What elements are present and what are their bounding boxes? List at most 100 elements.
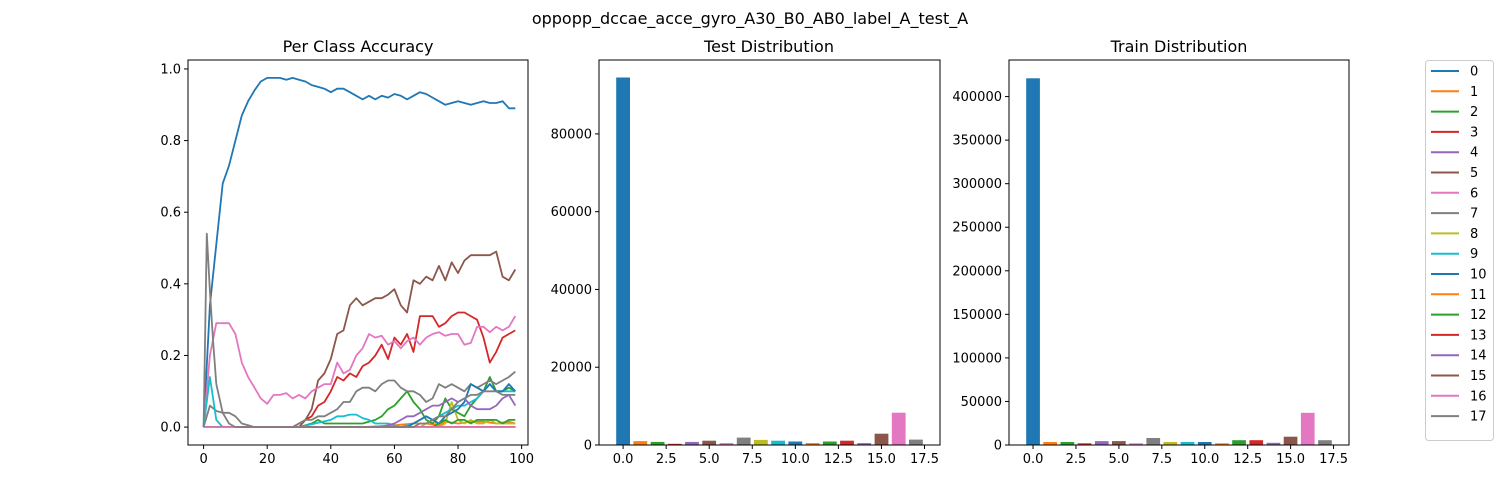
panel-test-distribution: Test Distribution 0.0 2.5 5.0 7.5 10.0 12.5 15… bbox=[551, 37, 941, 467]
bar-8 bbox=[1163, 442, 1178, 445]
y-tick-label: 0.0 bbox=[160, 421, 181, 436]
panel-title-accuracy: Per Class Accuracy bbox=[283, 37, 434, 56]
legend-label-10: 10 bbox=[1470, 268, 1487, 283]
bar-11 bbox=[1215, 443, 1229, 445]
bar-17 bbox=[909, 439, 923, 445]
y-tick-label: 1.0 bbox=[160, 62, 181, 77]
y-tick-label: 20000 bbox=[551, 361, 592, 376]
panel-title-train: Train Distribution bbox=[1110, 37, 1248, 56]
x-tick-label: 12.5 bbox=[1233, 452, 1262, 467]
legend-label-17: 17 bbox=[1470, 410, 1487, 425]
x-tick-label: 10.0 bbox=[1190, 452, 1219, 467]
series-line-0 bbox=[202, 77, 516, 428]
y-tick-label: 0 bbox=[994, 439, 1002, 454]
bar-4 bbox=[685, 441, 699, 445]
x-tick-label: 10.0 bbox=[781, 452, 810, 467]
bar-9 bbox=[1180, 442, 1195, 445]
y-tick-label: 0.6 bbox=[160, 206, 181, 221]
legend-label-11: 11 bbox=[1470, 288, 1487, 303]
bar-7 bbox=[1146, 438, 1161, 445]
bar-5 bbox=[702, 440, 717, 445]
x-tick-label: 80 bbox=[450, 452, 467, 467]
bar-10 bbox=[1197, 442, 1212, 445]
legend-label-0: 0 bbox=[1470, 65, 1478, 80]
legend-label-9: 9 bbox=[1470, 247, 1478, 262]
x-tick-label: 17.5 bbox=[910, 452, 939, 467]
test-ticks: 0.0 2.5 5.0 7.5 10.0 12.5 15.0 17.5 0 20000 40000 6… bbox=[551, 127, 939, 467]
bar-2 bbox=[650, 441, 665, 445]
bar-16 bbox=[1300, 412, 1315, 445]
bar-7 bbox=[736, 437, 751, 445]
x-tick-label: 0.0 bbox=[1023, 452, 1044, 467]
y-tick-label: 350000 bbox=[952, 134, 1002, 149]
legend-label-6: 6 bbox=[1470, 186, 1478, 201]
bar-16 bbox=[891, 412, 906, 445]
y-tick-label: 200000 bbox=[952, 264, 1002, 279]
bar-12 bbox=[1232, 440, 1246, 445]
bar-14 bbox=[857, 443, 872, 445]
x-tick-label: 7.5 bbox=[742, 452, 763, 467]
legend-label-2: 2 bbox=[1470, 105, 1478, 120]
x-tick-label: 0.0 bbox=[613, 452, 634, 467]
bar-11 bbox=[805, 443, 820, 445]
figure-title: oppopp_dccae_acce_gyro_A30_B0_AB0_label_… bbox=[532, 9, 968, 29]
x-tick-label: 7.5 bbox=[1151, 452, 1172, 467]
x-tick-label: 5.0 bbox=[1109, 452, 1130, 467]
panel-train-distribution: Train Distribution 0.0 2.5 5.0 7.5 10.0 12.5 1… bbox=[952, 37, 1350, 467]
legend-frame bbox=[1425, 60, 1494, 441]
bar-2 bbox=[1060, 442, 1075, 445]
panel-per-class-accuracy: Per Class Accuracy 0 20 40 60 80 100 0.0 0.2 0.4… bbox=[160, 37, 534, 467]
bar-17 bbox=[1318, 440, 1332, 445]
bar-14 bbox=[1266, 442, 1281, 445]
legend-label-14: 14 bbox=[1470, 349, 1487, 364]
train-ticks: 0.0 2.5 5.0 7.5 10.0 12.5 15.0 17.5 0 50000 100000… bbox=[952, 90, 1348, 467]
legend-label-13: 13 bbox=[1470, 328, 1487, 343]
legend-label-8: 8 bbox=[1470, 227, 1478, 242]
y-tick-label: 50000 bbox=[961, 395, 1002, 410]
bar-1 bbox=[1043, 442, 1057, 445]
x-tick-label: 17.5 bbox=[1319, 452, 1348, 467]
y-tick-label: 150000 bbox=[952, 308, 1002, 323]
bar-6 bbox=[1129, 443, 1143, 445]
y-tick-label: 400000 bbox=[952, 90, 1002, 105]
panel-title-test: Test Distribution bbox=[703, 37, 834, 56]
legend-label-5: 5 bbox=[1470, 166, 1478, 181]
bar-15 bbox=[1283, 436, 1298, 445]
bar-5 bbox=[1112, 441, 1126, 445]
y-tick-label: 250000 bbox=[952, 221, 1002, 236]
legend-label-4: 4 bbox=[1470, 146, 1478, 161]
series-line-17 bbox=[202, 232, 516, 429]
accuracy-axes-frame bbox=[187, 59, 529, 446]
bar-3 bbox=[667, 443, 682, 445]
legend-label-7: 7 bbox=[1470, 207, 1478, 222]
y-tick-label: 80000 bbox=[551, 127, 592, 142]
bar-6 bbox=[719, 443, 734, 445]
x-tick-label: 40 bbox=[323, 452, 340, 467]
bar-15 bbox=[874, 433, 889, 445]
y-tick-label: 0 bbox=[584, 439, 592, 454]
legend-label-16: 16 bbox=[1470, 389, 1487, 404]
y-tick-label: 0.8 bbox=[160, 134, 181, 149]
train-axes-frame bbox=[1008, 59, 1350, 446]
bar-9 bbox=[771, 440, 785, 445]
bar-13 bbox=[840, 440, 854, 445]
y-tick-label: 0.2 bbox=[160, 349, 181, 364]
series-line-5 bbox=[203, 250, 517, 429]
test-bars bbox=[616, 77, 923, 445]
bar-8 bbox=[754, 439, 768, 445]
bar-1 bbox=[633, 441, 648, 445]
accuracy-ticks: 0 20 40 60 80 100 0.0 0.2 0.4 0.6 0.8 1.0 bbox=[160, 62, 534, 467]
x-tick-label: 15.0 bbox=[867, 452, 896, 467]
legend-label-1: 1 bbox=[1470, 85, 1478, 100]
x-tick-label: 60 bbox=[386, 452, 403, 467]
bar-13 bbox=[1249, 440, 1264, 445]
x-tick-label: 5.0 bbox=[699, 452, 720, 467]
x-tick-label: 15.0 bbox=[1276, 452, 1305, 467]
bar-4 bbox=[1094, 441, 1109, 445]
y-tick-label: 0.4 bbox=[160, 277, 181, 292]
bar-12 bbox=[822, 441, 837, 445]
bar-0 bbox=[616, 77, 630, 445]
